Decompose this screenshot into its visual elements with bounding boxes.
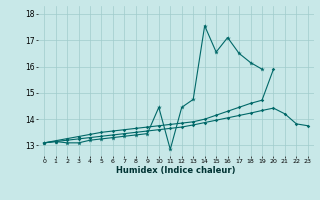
X-axis label: Humidex (Indice chaleur): Humidex (Indice chaleur) [116,166,236,175]
